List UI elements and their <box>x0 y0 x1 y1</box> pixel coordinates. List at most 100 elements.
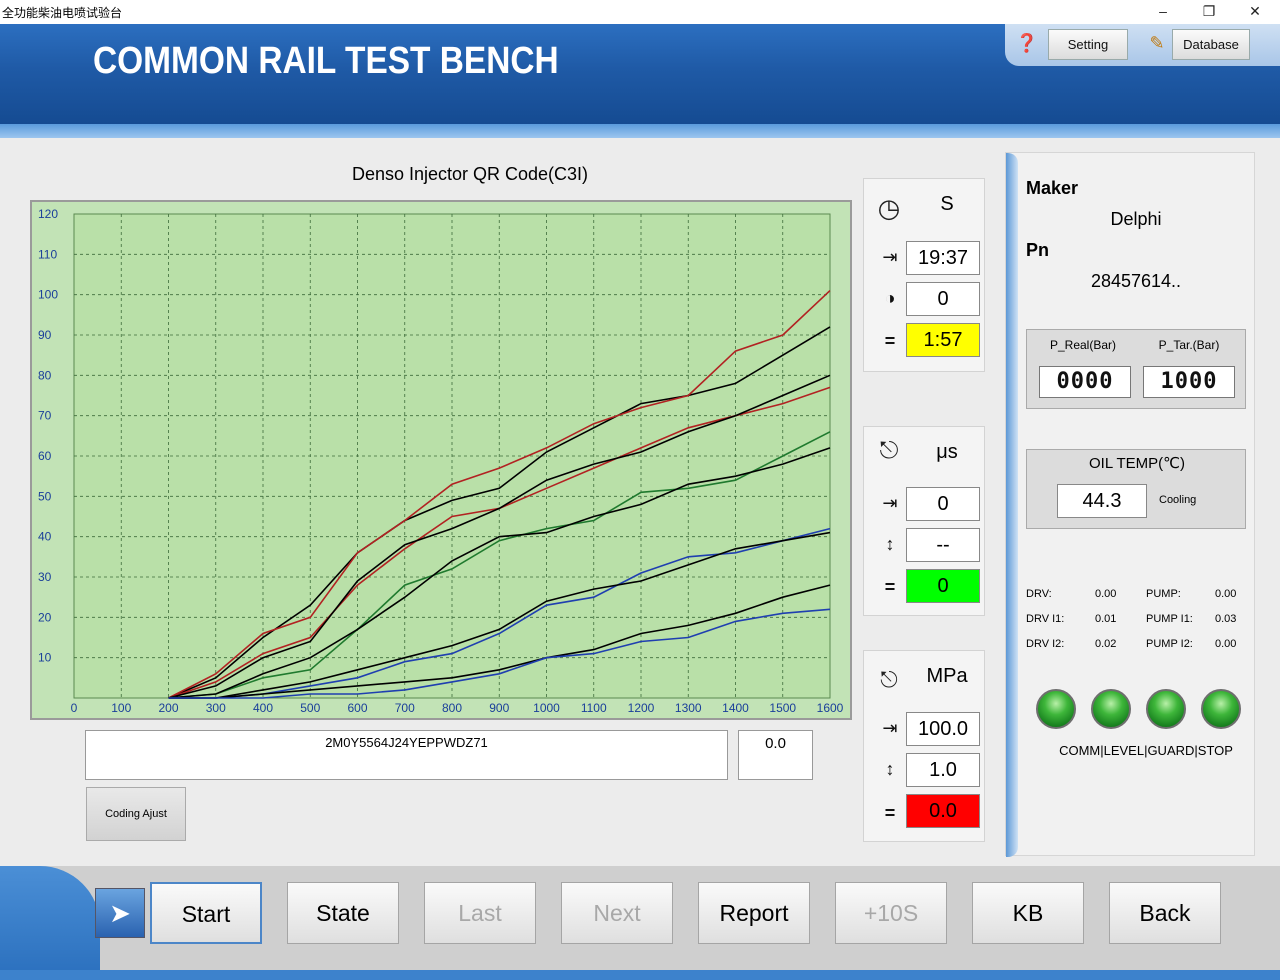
y-tick-label: 20 <box>38 610 52 624</box>
chart-series <box>168 290 831 699</box>
pump-value: 0.00 <box>1215 588 1237 600</box>
x-tick-label: 900 <box>489 701 509 715</box>
pulse-unit: μs <box>936 441 958 463</box>
equals-icon: = <box>884 577 896 597</box>
pulse-result-field: 0 <box>906 569 980 603</box>
y-tick-label: 30 <box>38 570 52 584</box>
time-count-field[interactable]: 0 <box>906 282 980 316</box>
target-arrows-icon: ⇥ <box>882 718 898 738</box>
y-tick-label: 50 <box>38 489 52 503</box>
pump-i1-value: 0.03 <box>1215 613 1237 625</box>
p-target-lcd: 1000 <box>1143 366 1235 398</box>
window-title: 全功能柴油电喷试验台 <box>2 6 123 20</box>
bottom-accent <box>0 866 100 980</box>
pulse-width-panel: ⎋ μs ⇥ 0 ↕ -- = 0 <box>863 426 985 616</box>
series-line-7 <box>168 531 831 699</box>
y-tick-label: 40 <box>38 530 52 544</box>
qr-value-field[interactable]: 0.0 <box>738 730 813 780</box>
x-tick-label: 1200 <box>628 701 655 715</box>
x-tick-label: 1000 <box>533 701 560 715</box>
drv-i1-value: 0.01 <box>1095 613 1117 625</box>
p-target-label: P_Tar.(Bar) <box>1158 338 1220 352</box>
pump-i2-value: 0.00 <box>1215 638 1237 650</box>
report-button[interactable]: Report <box>698 882 810 944</box>
x-tick-label: 700 <box>395 701 415 715</box>
time-target-field[interactable]: 19:37 <box>906 241 980 275</box>
y-axis-ticks: 10 20 30 40 50 60 70 80 90 100 110 120 <box>38 207 58 665</box>
x-tick-label: 1600 <box>817 701 844 715</box>
pump-i2-label: PUMP I2: <box>1146 638 1193 650</box>
level-led <box>1091 689 1131 729</box>
tolerance-icon: ↕ <box>885 759 895 779</box>
tolerance-icon: ↕ <box>885 534 895 554</box>
title-bar: 全功能柴油电喷试验台 – ❐ ✕ <box>0 0 1280 24</box>
pressure-tolerance-field[interactable]: 1.0 <box>906 753 980 787</box>
plus-10s-button[interactable]: +10S <box>835 882 947 944</box>
maker-value: Delphi <box>1110 209 1162 229</box>
pulse-target-field[interactable]: 0 <box>906 487 980 521</box>
x-tick-label: 400 <box>253 701 273 715</box>
pressure-actual-field: 0.0 <box>906 794 980 828</box>
led-caption: COMM|LEVEL|GUARD|STOP <box>1059 743 1233 758</box>
target-arrows-icon: ⇥ <box>882 493 898 513</box>
last-button[interactable]: Last <box>424 882 536 944</box>
series-line-0 <box>168 326 831 699</box>
time-remain-field: 1:57 <box>906 323 980 357</box>
next-button[interactable]: Next <box>561 882 673 944</box>
x-tick-label: 1400 <box>722 701 749 715</box>
coding-adjust-button[interactable]: Coding Ajust <box>86 787 186 841</box>
close-button[interactable]: ✕ <box>1249 3 1261 19</box>
y-tick-label: 100 <box>38 288 58 302</box>
state-button[interactable]: State <box>287 882 399 944</box>
series-line-1 <box>168 290 831 699</box>
header-strip <box>0 124 1280 138</box>
pulse-measured-field[interactable]: -- <box>906 528 980 562</box>
minimize-button[interactable]: – <box>1159 3 1167 19</box>
oil-temp-value: 44.3 <box>1057 484 1147 518</box>
drv-i2-label: DRV I2: <box>1026 638 1065 650</box>
back-button[interactable]: Back <box>1109 882 1221 944</box>
rocket-icon[interactable]: ➤ <box>95 888 145 938</box>
help-icon[interactable]: ❓ <box>1015 33 1039 53</box>
pn-value: 28457614.. <box>1090 271 1182 291</box>
maximize-button[interactable]: ❐ <box>1202 3 1216 19</box>
p-real-label: P_Real(Bar) <box>1049 338 1117 352</box>
pressure-panel: ⎋ MPa ⇥ 100.0 ↕ 1.0 = 0.0 <box>863 650 985 842</box>
qr-code-field[interactable]: 2M0Y5564J24YEPPWDZ71 <box>85 730 728 780</box>
x-tick-label: 0 <box>71 701 78 715</box>
top-toolbar: ❓ Setting ✎ Database <box>1005 24 1280 66</box>
pump-label: PUMP: <box>1146 588 1181 600</box>
series-line-3 <box>168 374 831 699</box>
start-button[interactable]: Start <box>150 882 262 944</box>
kb-button[interactable]: KB <box>972 882 1084 944</box>
setting-button[interactable]: Setting <box>1048 29 1128 60</box>
series-line-9 <box>168 608 831 699</box>
pump-i1-label: PUMP I1: <box>1146 613 1193 625</box>
x-tick-label: 300 <box>206 701 226 715</box>
maker-label: Maker <box>1026 178 1079 198</box>
drv-value: 0.00 <box>1095 588 1117 600</box>
chart-grid <box>73 213 831 699</box>
drv-i1-label: DRV I1: <box>1026 613 1065 625</box>
time-unit: S <box>940 193 954 215</box>
pressure-target-field[interactable]: 100.0 <box>906 712 980 746</box>
pencil-icon[interactable]: ✎ <box>1149 33 1165 53</box>
guard-led <box>1146 689 1186 729</box>
x-tick-label: 1300 <box>675 701 702 715</box>
equals-icon: = <box>884 331 896 351</box>
target-arrows-icon: ⇥ <box>882 247 898 267</box>
info-panel: Maker Delphi Pn 28457614.. P_Real(Bar) P… <box>1005 152 1255 857</box>
x-tick-label: 1500 <box>769 701 796 715</box>
x-tick-label: 1100 <box>581 701 607 715</box>
p-real-lcd: 0000 <box>1039 366 1131 398</box>
x-tick-label: 200 <box>158 701 178 715</box>
database-button[interactable]: Database <box>1172 29 1250 60</box>
comm-led <box>1036 689 1076 729</box>
series-line-8 <box>168 584 831 699</box>
x-tick-label: 500 <box>300 701 320 715</box>
chart-title: Denso Injector QR Code(C3I) <box>351 164 589 184</box>
cooling-label[interactable]: Cooling <box>1159 494 1197 506</box>
y-tick-label: 120 <box>38 207 58 221</box>
panel-edge <box>1006 153 1018 857</box>
